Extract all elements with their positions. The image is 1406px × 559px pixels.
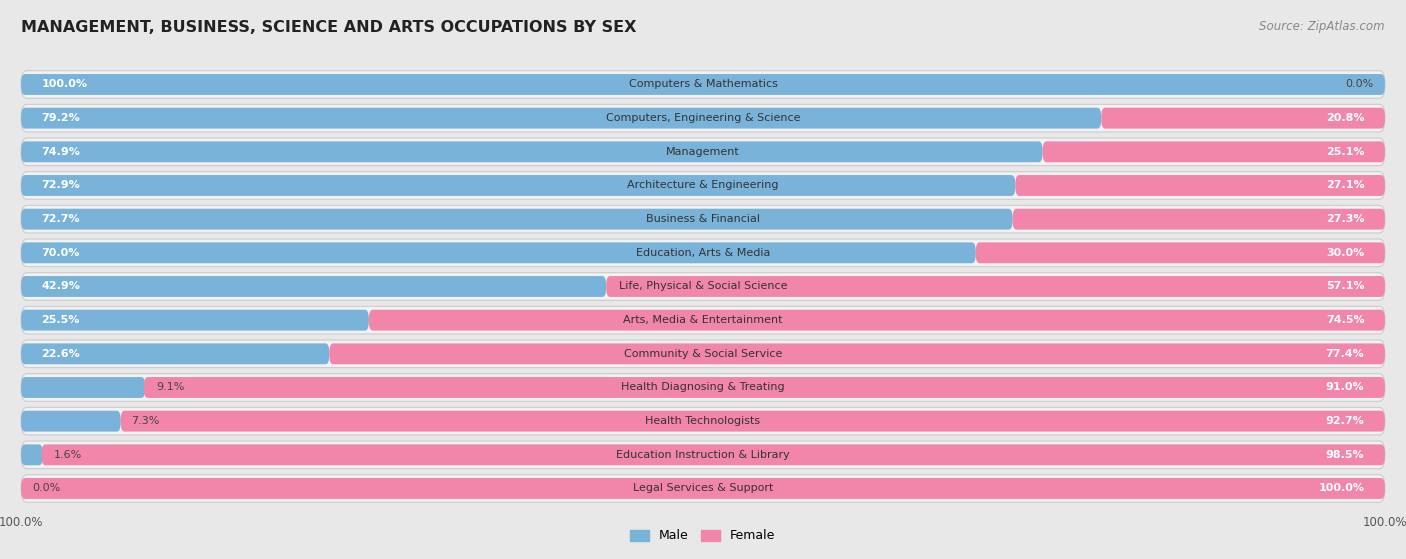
- Text: 98.5%: 98.5%: [1326, 450, 1364, 460]
- FancyBboxPatch shape: [21, 273, 1385, 300]
- FancyBboxPatch shape: [21, 172, 1385, 200]
- Text: 100.0%: 100.0%: [42, 79, 87, 89]
- Text: 0.0%: 0.0%: [32, 484, 60, 494]
- FancyBboxPatch shape: [21, 141, 1043, 162]
- FancyBboxPatch shape: [21, 444, 44, 465]
- Text: Management: Management: [666, 147, 740, 157]
- FancyBboxPatch shape: [1012, 209, 1385, 230]
- FancyBboxPatch shape: [21, 209, 1012, 230]
- Text: 74.9%: 74.9%: [42, 147, 80, 157]
- FancyBboxPatch shape: [976, 243, 1385, 263]
- Text: 72.7%: 72.7%: [42, 214, 80, 224]
- Text: MANAGEMENT, BUSINESS, SCIENCE AND ARTS OCCUPATIONS BY SEX: MANAGEMENT, BUSINESS, SCIENCE AND ARTS O…: [21, 20, 637, 35]
- FancyBboxPatch shape: [21, 411, 121, 432]
- FancyBboxPatch shape: [21, 205, 1385, 233]
- FancyBboxPatch shape: [1043, 141, 1385, 162]
- FancyBboxPatch shape: [329, 343, 1385, 364]
- FancyBboxPatch shape: [1015, 175, 1385, 196]
- FancyBboxPatch shape: [21, 276, 606, 297]
- Text: 57.1%: 57.1%: [1326, 282, 1364, 291]
- Text: 1.6%: 1.6%: [53, 450, 82, 460]
- FancyBboxPatch shape: [21, 239, 1385, 267]
- FancyBboxPatch shape: [42, 444, 1385, 465]
- Text: Arts, Media & Entertainment: Arts, Media & Entertainment: [623, 315, 783, 325]
- Text: Legal Services & Support: Legal Services & Support: [633, 484, 773, 494]
- FancyBboxPatch shape: [21, 243, 976, 263]
- FancyBboxPatch shape: [21, 175, 1015, 196]
- FancyBboxPatch shape: [21, 306, 1385, 334]
- Text: 25.1%: 25.1%: [1326, 147, 1364, 157]
- Text: Education, Arts & Media: Education, Arts & Media: [636, 248, 770, 258]
- Text: 92.7%: 92.7%: [1326, 416, 1364, 426]
- Text: Education Instruction & Library: Education Instruction & Library: [616, 450, 790, 460]
- Text: Health Technologists: Health Technologists: [645, 416, 761, 426]
- Text: 0.0%: 0.0%: [1346, 79, 1374, 89]
- Text: 74.5%: 74.5%: [1326, 315, 1364, 325]
- Text: 25.5%: 25.5%: [42, 315, 80, 325]
- FancyBboxPatch shape: [21, 377, 145, 398]
- Text: 72.9%: 72.9%: [42, 181, 80, 191]
- FancyBboxPatch shape: [21, 408, 1385, 435]
- FancyBboxPatch shape: [21, 108, 1101, 129]
- Text: 27.3%: 27.3%: [1326, 214, 1364, 224]
- Text: 30.0%: 30.0%: [1326, 248, 1364, 258]
- Text: Computers, Engineering & Science: Computers, Engineering & Science: [606, 113, 800, 123]
- Text: 27.1%: 27.1%: [1326, 181, 1364, 191]
- Text: 22.6%: 22.6%: [42, 349, 80, 359]
- FancyBboxPatch shape: [21, 478, 1385, 499]
- FancyBboxPatch shape: [21, 340, 1385, 368]
- Text: 70.0%: 70.0%: [42, 248, 80, 258]
- Text: 77.4%: 77.4%: [1326, 349, 1364, 359]
- Text: Computers & Mathematics: Computers & Mathematics: [628, 79, 778, 89]
- FancyBboxPatch shape: [21, 310, 368, 330]
- FancyBboxPatch shape: [21, 74, 1385, 95]
- Text: 91.0%: 91.0%: [1326, 382, 1364, 392]
- FancyBboxPatch shape: [368, 310, 1385, 330]
- Text: Architecture & Engineering: Architecture & Engineering: [627, 181, 779, 191]
- Text: Health Diagnosing & Treating: Health Diagnosing & Treating: [621, 382, 785, 392]
- Text: Community & Social Service: Community & Social Service: [624, 349, 782, 359]
- FancyBboxPatch shape: [21, 475, 1385, 503]
- Legend: Male, Female: Male, Female: [630, 529, 776, 542]
- FancyBboxPatch shape: [606, 276, 1385, 297]
- FancyBboxPatch shape: [21, 105, 1385, 132]
- FancyBboxPatch shape: [1101, 108, 1385, 129]
- Text: 7.3%: 7.3%: [132, 416, 160, 426]
- Text: 42.9%: 42.9%: [42, 282, 80, 291]
- FancyBboxPatch shape: [21, 70, 1385, 98]
- Text: 100.0%: 100.0%: [1319, 484, 1364, 494]
- FancyBboxPatch shape: [21, 373, 1385, 401]
- Text: 9.1%: 9.1%: [156, 382, 184, 392]
- FancyBboxPatch shape: [21, 138, 1385, 165]
- Text: Life, Physical & Social Science: Life, Physical & Social Science: [619, 282, 787, 291]
- Text: Source: ZipAtlas.com: Source: ZipAtlas.com: [1260, 20, 1385, 32]
- FancyBboxPatch shape: [21, 441, 1385, 468]
- Text: 20.8%: 20.8%: [1326, 113, 1364, 123]
- FancyBboxPatch shape: [143, 377, 1385, 398]
- Text: Business & Financial: Business & Financial: [645, 214, 761, 224]
- FancyBboxPatch shape: [121, 411, 1385, 432]
- FancyBboxPatch shape: [21, 343, 329, 364]
- Text: 79.2%: 79.2%: [42, 113, 80, 123]
